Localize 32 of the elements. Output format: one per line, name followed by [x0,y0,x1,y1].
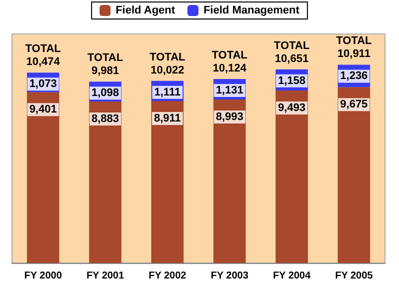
data-label: 1,111 [154,86,181,98]
data-label: 9,401 [29,104,57,116]
x-tick-label: FY 2002 [148,270,187,282]
total-label: TOTAL 10,911 [336,35,372,60]
data-label: 1,236 [340,70,368,82]
data-label: 8,883 [91,113,120,126]
data-label: 1,098 [91,87,120,100]
bar [26,92,60,263]
legend-label: Field Management [203,4,300,16]
x-tick-label: FY 2001 [86,270,124,282]
data-label: 8,993 [216,111,244,124]
bar [151,101,184,263]
x-tick-label: FY 2004 [272,270,311,282]
data-label: 8,911 [154,112,181,125]
data-label: 1,158 [278,74,306,87]
total-label: TOTAL 10,651 [274,40,310,65]
data-label: 1,131 [216,84,244,96]
bar [213,100,246,263]
total-label: TOTAL 9,981 [87,52,124,78]
legend-label: Field Agent [116,4,176,16]
x-tick-label: FY 2003 [210,270,249,282]
bar [89,102,122,263]
bar [338,87,370,263]
total-label: TOTAL 10,022 [150,51,186,76]
data-label: 9,675 [340,98,368,111]
total-label: TOTAL 10,474 [25,43,62,68]
total-label: TOTAL 10,124 [212,50,248,74]
data-label: 1,073 [29,78,57,90]
bar [276,90,308,263]
x-tick-label: FY 2005 [335,270,374,282]
x-tick-label: FY 2000 [24,270,62,282]
data-label: 9,493 [278,102,306,114]
